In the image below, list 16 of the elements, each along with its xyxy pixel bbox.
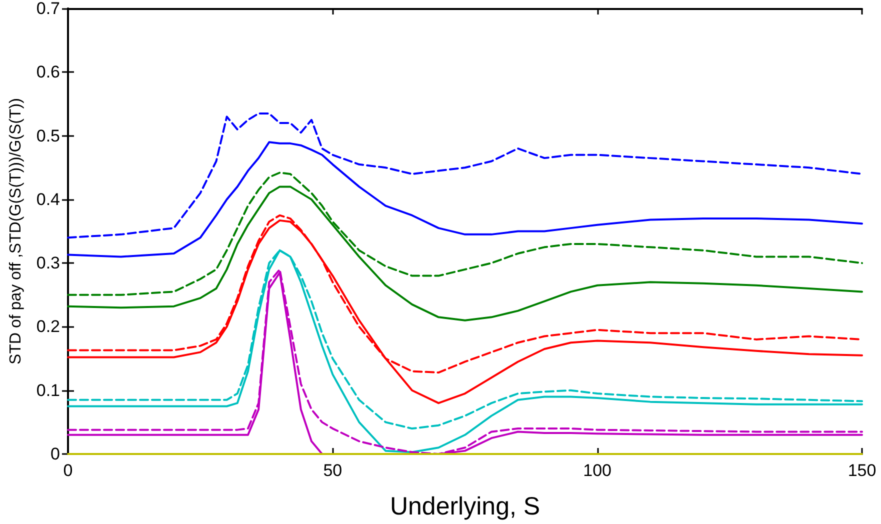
line-series bbox=[67, 141, 863, 258]
y-tick-label: 0.4 bbox=[36, 190, 60, 209]
x-tick-label: 100 bbox=[583, 461, 612, 480]
line-series bbox=[67, 112, 863, 239]
x-axis-title: Underlying, S bbox=[390, 492, 540, 520]
y-tick-label: 0.6 bbox=[36, 62, 60, 82]
y-tick-label: 0.5 bbox=[36, 126, 60, 146]
y-tick-label: 0.1 bbox=[36, 380, 60, 400]
x-tick-label: 150 bbox=[848, 461, 876, 480]
y-tick-label: 0.7 bbox=[36, 0, 60, 18]
y-tick-label: 0.2 bbox=[36, 317, 60, 336]
y-tick-label: 0 bbox=[50, 444, 60, 464]
y-axis-title: STD of pay off ,STD(G(S(T)))/G(S(T)) bbox=[8, 98, 24, 364]
x-tick-label: 0 bbox=[63, 461, 73, 480]
y-tick-label: 0.3 bbox=[36, 254, 60, 273]
x-tick-label: 50 bbox=[323, 461, 342, 480]
